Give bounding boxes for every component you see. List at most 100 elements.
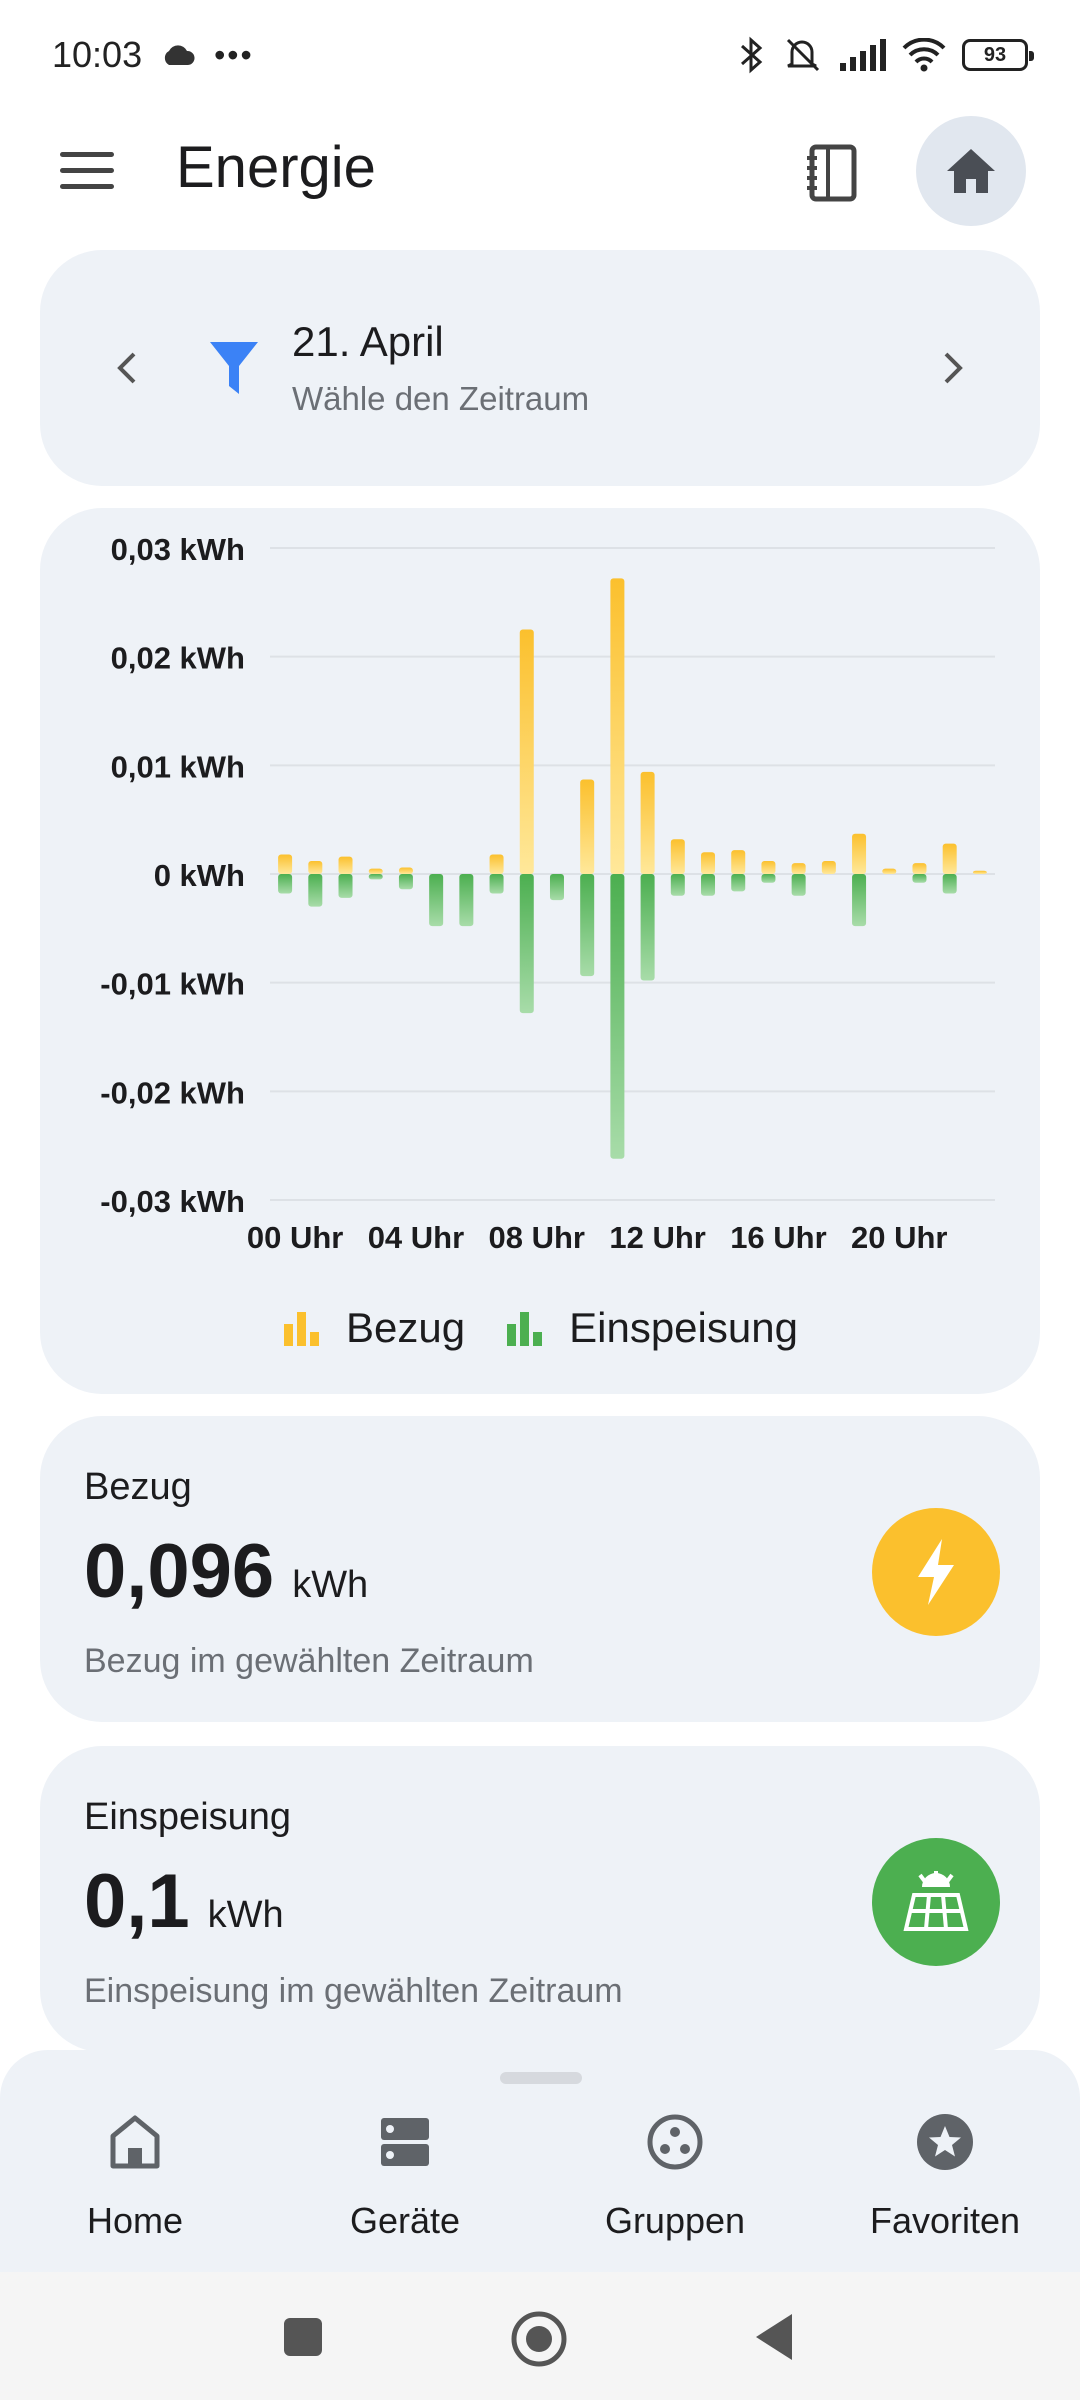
y-tick-label: -0,01 kWh xyxy=(100,967,245,1002)
drag-handle[interactable] xyxy=(500,2072,582,2084)
bar-bezug[interactable] xyxy=(398,867,413,874)
energy-chart: 0,03 kWh 0,02 kWh 0,01 kWh 0 kWh -0,01 kWh -0… xyxy=(100,532,995,1255)
devices-icon xyxy=(381,2118,429,2166)
bar-bezug[interactable] xyxy=(610,578,625,874)
bar-einspeisung[interactable] xyxy=(519,874,534,1014)
filter-icon[interactable] xyxy=(208,338,260,398)
bar-bezug[interactable] xyxy=(580,779,595,874)
bar-einspeisung[interactable] xyxy=(549,874,564,901)
bar-einspeisung[interactable] xyxy=(610,874,625,1159)
page-title: Energie xyxy=(176,135,376,200)
y-tick-label: -0,03 kWh xyxy=(100,1184,245,1219)
legend-item-bezug[interactable]: Bezug xyxy=(282,1304,465,1352)
wifi-icon xyxy=(902,38,946,72)
home-button[interactable] xyxy=(916,116,1026,226)
chevron-left-icon[interactable] xyxy=(112,348,142,388)
x-tick-label: 16 Uhr xyxy=(730,1220,826,1255)
bar-bezug[interactable] xyxy=(701,852,716,874)
legend-label-einspeisung: Einspeisung xyxy=(569,1304,798,1351)
bar-bezug[interactable] xyxy=(972,870,987,874)
status-bar: 10:03 ••• 93 xyxy=(0,0,1080,110)
bar-einspeisung[interactable] xyxy=(912,874,927,883)
einspeisung-stat-card[interactable]: Einspeisung 0,1 kWh Einspeisung im gewäh… xyxy=(40,1746,1040,2052)
notebook-icon[interactable] xyxy=(806,144,858,202)
bar-bezug[interactable] xyxy=(308,860,323,874)
battery-icon: 93 xyxy=(962,39,1034,71)
bottom-navigation: Home Geräte Gruppen Favoriten xyxy=(0,2050,1080,2272)
stat-value: 0,096 xyxy=(84,1529,275,1614)
bar-chart-icon xyxy=(507,1312,543,1346)
bar-einspeisung[interactable] xyxy=(852,874,867,927)
bar-einspeisung[interactable] xyxy=(308,874,323,907)
cloud-icon xyxy=(164,45,195,65)
bar-einspeisung[interactable] xyxy=(640,874,655,981)
nav-label: Geräte xyxy=(349,2200,461,2241)
bar-einspeisung[interactable] xyxy=(670,874,685,896)
bar-bezug[interactable] xyxy=(882,868,897,874)
more-icon: ••• xyxy=(214,36,254,73)
bar-bezug[interactable] xyxy=(670,839,685,874)
stat-value: 0,1 xyxy=(84,1859,190,1944)
chevron-right-icon[interactable] xyxy=(938,348,968,388)
date-selector-card: 21. April Wähle den Zeitraum xyxy=(40,250,1040,486)
bar-einspeisung[interactable] xyxy=(338,874,353,898)
recents-icon[interactable] xyxy=(282,2316,324,2358)
bar-einspeisung[interactable] xyxy=(429,874,444,927)
bar-bezug[interactable] xyxy=(731,850,746,874)
bar-bezug[interactable] xyxy=(791,863,806,874)
home-icon xyxy=(110,2115,160,2169)
bar-chart-icon xyxy=(284,1312,320,1346)
bar-einspeisung[interactable] xyxy=(368,874,383,880)
energy-chart-card: 0,03 kWh 0,02 kWh 0,01 kWh 0 kWh -0,01 kWh -0… xyxy=(40,508,1040,1394)
bar-bezug[interactable] xyxy=(368,868,383,874)
bar-bezug[interactable] xyxy=(489,854,504,874)
x-tick-label: 08 Uhr xyxy=(489,1220,585,1255)
bar-einspeisung[interactable] xyxy=(398,874,413,890)
stat-label: Einspeisung xyxy=(84,1796,292,1838)
back-icon[interactable] xyxy=(752,2312,796,2362)
y-tick-label: -0,02 kWh xyxy=(100,1075,245,1110)
bar-einspeisung[interactable] xyxy=(459,874,474,927)
bar-bezug[interactable] xyxy=(338,856,353,874)
legend-item-einspeisung[interactable]: Einspeisung xyxy=(505,1304,798,1352)
selected-date[interactable]: 21. April xyxy=(292,318,444,365)
home-circle-icon[interactable] xyxy=(510,2310,568,2368)
bar-einspeisung[interactable] xyxy=(942,874,957,894)
bar-bezug[interactable] xyxy=(640,771,655,874)
bar-bezug[interactable] xyxy=(912,863,927,874)
nav-item-groups[interactable]: Gruppen xyxy=(540,2100,810,2260)
signal-icon xyxy=(840,39,886,71)
system-navigation-bar xyxy=(0,2272,1080,2400)
bar-einspeisung[interactable] xyxy=(701,874,716,896)
menu-icon[interactable] xyxy=(60,152,114,192)
y-tick-label: 0 kWh xyxy=(154,858,245,893)
groups-icon xyxy=(647,2114,703,2170)
app-bar: Energie xyxy=(0,110,1080,230)
bar-bezug[interactable] xyxy=(519,629,534,875)
y-tick-label: 0,03 kWh xyxy=(111,532,245,567)
nav-item-home[interactable]: Home xyxy=(0,2100,270,2260)
bar-einspeisung[interactable] xyxy=(278,874,293,894)
lightning-icon xyxy=(872,1508,1000,1636)
x-tick-label: 04 Uhr xyxy=(368,1220,464,1255)
bar-bezug[interactable] xyxy=(278,854,293,874)
chart-legend: Bezug Einspeisung xyxy=(40,1298,1040,1358)
stat-description: Bezug im gewählten Zeitraum xyxy=(84,1642,534,1680)
bar-einspeisung[interactable] xyxy=(761,874,776,883)
bar-einspeisung[interactable] xyxy=(791,874,806,896)
bar-bezug[interactable] xyxy=(761,860,776,874)
bezug-stat-card[interactable]: Bezug 0,096 kWh Bezug im gewählten Zeitr… xyxy=(40,1416,1040,1722)
stat-unit: kWh xyxy=(207,1894,284,1936)
bar-einspeisung[interactable] xyxy=(731,874,746,892)
solar-panel-icon xyxy=(872,1838,1000,1966)
y-tick-label: 0,01 kWh xyxy=(111,749,245,784)
bar-bezug[interactable] xyxy=(821,860,836,874)
bar-einspeisung[interactable] xyxy=(489,874,504,894)
nav-item-devices[interactable]: Geräte xyxy=(270,2100,540,2260)
bar-bezug[interactable] xyxy=(852,833,867,874)
stat-description: Einspeisung im gewählten Zeitraum xyxy=(84,1972,623,2010)
x-tick-label: 20 Uhr xyxy=(851,1220,947,1255)
bar-einspeisung[interactable] xyxy=(580,874,595,977)
bar-bezug[interactable] xyxy=(942,843,957,874)
nav-item-favorites[interactable]: Favoriten xyxy=(810,2100,1080,2260)
